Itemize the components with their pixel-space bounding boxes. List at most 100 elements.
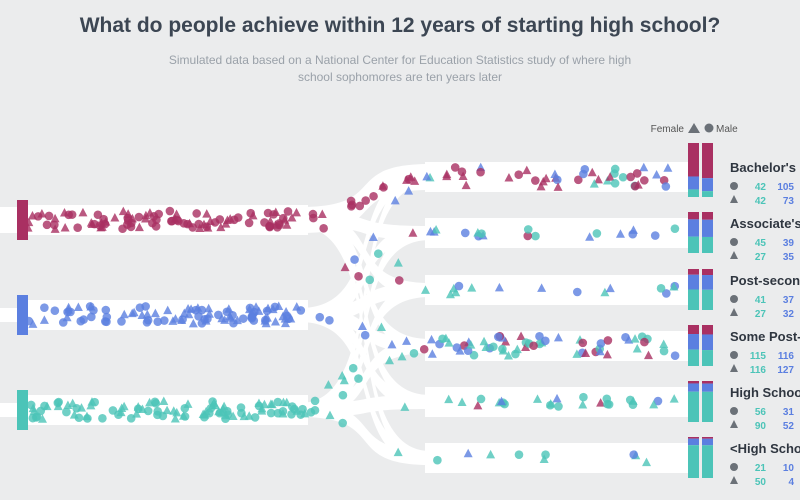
- female-count: 115: [750, 351, 767, 362]
- person-triangle: [402, 336, 412, 345]
- person-triangle: [219, 401, 229, 411]
- person-triangle: [553, 182, 563, 191]
- outcome-bar-segment: [688, 189, 699, 197]
- person-triangle: [393, 258, 403, 267]
- person-triangle: [442, 171, 452, 181]
- outcome-trunk: [425, 275, 688, 305]
- person-triangle: [257, 406, 267, 415]
- person-circle: [629, 450, 639, 459]
- person-circle: [244, 218, 254, 228]
- person-circle: [306, 408, 316, 417]
- person-circle: [354, 374, 363, 383]
- person-triangle: [444, 394, 454, 404]
- person-circle: [360, 330, 370, 340]
- person-circle: [98, 413, 107, 423]
- person-circle: [102, 312, 112, 322]
- outcome-bar-segment: [702, 350, 713, 366]
- person-triangle: [119, 309, 129, 319]
- person-triangle: [451, 287, 461, 297]
- person-circle: [50, 220, 59, 230]
- person-triangle: [522, 165, 532, 175]
- outcome-5: <High Scho 21 10 50 4: [688, 437, 800, 488]
- person-circle: [578, 338, 588, 348]
- person-triangle: [536, 181, 546, 191]
- person-triangle: [73, 302, 83, 311]
- person-triangle: [572, 349, 582, 358]
- person-triangle: [186, 304, 196, 313]
- person-circle: [670, 224, 680, 233]
- person-triangle: [578, 400, 588, 409]
- person-circle: [114, 410, 123, 419]
- person-triangle: [39, 315, 49, 324]
- outcome-bar-segment: [702, 178, 713, 192]
- person-triangle: [87, 219, 97, 229]
- person-circle: [350, 255, 359, 264]
- legend-female-label: Female: [651, 124, 685, 135]
- person-circle: [541, 450, 550, 459]
- person-triangle: [669, 282, 679, 291]
- person-circle: [338, 418, 348, 428]
- person-triangle: [278, 408, 288, 418]
- person-circle: [628, 229, 638, 239]
- person-triangle: [202, 209, 212, 218]
- person-circle: [83, 414, 92, 423]
- person-circle: [275, 220, 284, 230]
- outcome-label: Bachelor's a: [730, 160, 800, 175]
- person-triangle: [150, 308, 160, 318]
- female-count: 56: [755, 407, 767, 418]
- male-count: 73: [783, 196, 795, 207]
- person-circle: [489, 342, 498, 352]
- person-circle: [626, 172, 635, 182]
- person-triangle: [280, 215, 290, 224]
- person-triangle: [422, 171, 432, 181]
- outcome-bar-segment: [702, 383, 713, 392]
- outcome-bar-segment: [702, 391, 713, 422]
- person-circle: [298, 404, 307, 414]
- outcome-bar-segment: [688, 236, 699, 253]
- person-circle: [610, 179, 620, 188]
- person-triangle: [368, 232, 378, 242]
- person-triangle: [282, 220, 292, 229]
- person-circle: [670, 351, 680, 361]
- person-circle: [409, 348, 419, 358]
- person-circle: [514, 450, 524, 459]
- person-triangle: [64, 305, 74, 314]
- person-triangle: [267, 399, 277, 409]
- female-count: 41: [755, 295, 767, 306]
- person-triangle: [639, 162, 649, 172]
- person-circle: [379, 183, 388, 192]
- person-triangle: [141, 213, 151, 223]
- outcome-bar-segment: [702, 438, 713, 446]
- person-circle: [236, 403, 246, 412]
- person-circle: [433, 455, 442, 465]
- person-triangle: [669, 394, 679, 403]
- person-triangle: [37, 414, 47, 423]
- outcome-0: Bachelor's a 42 105 42 73: [688, 143, 800, 207]
- person-circle: [529, 341, 538, 351]
- outcome-bar-segment: [688, 381, 699, 384]
- person-triangle: [550, 169, 560, 178]
- person-circle: [574, 175, 583, 185]
- outcome-1: Associate's 45 39 27 35: [688, 212, 800, 263]
- person-circle: [523, 231, 533, 241]
- person-triangle: [595, 346, 605, 356]
- person-triangle: [533, 394, 543, 403]
- person-triangle: [339, 375, 349, 385]
- source-bars: [17, 200, 28, 430]
- triangle-icon: [730, 195, 738, 203]
- person-circle: [151, 399, 161, 408]
- person-circle: [640, 337, 649, 347]
- person-circle: [572, 287, 582, 297]
- person-triangle: [546, 399, 556, 408]
- person-circle: [72, 403, 81, 413]
- gender-legend: Female Male: [651, 123, 738, 135]
- person-circle: [361, 196, 370, 205]
- outcome-label: High Schoo: [730, 385, 800, 400]
- person-triangle: [503, 350, 513, 360]
- person-triangle: [649, 399, 659, 409]
- person-circle: [76, 316, 86, 326]
- person-triangle: [663, 163, 673, 172]
- outcome-bar-segment: [688, 219, 699, 237]
- person-circle: [603, 336, 613, 345]
